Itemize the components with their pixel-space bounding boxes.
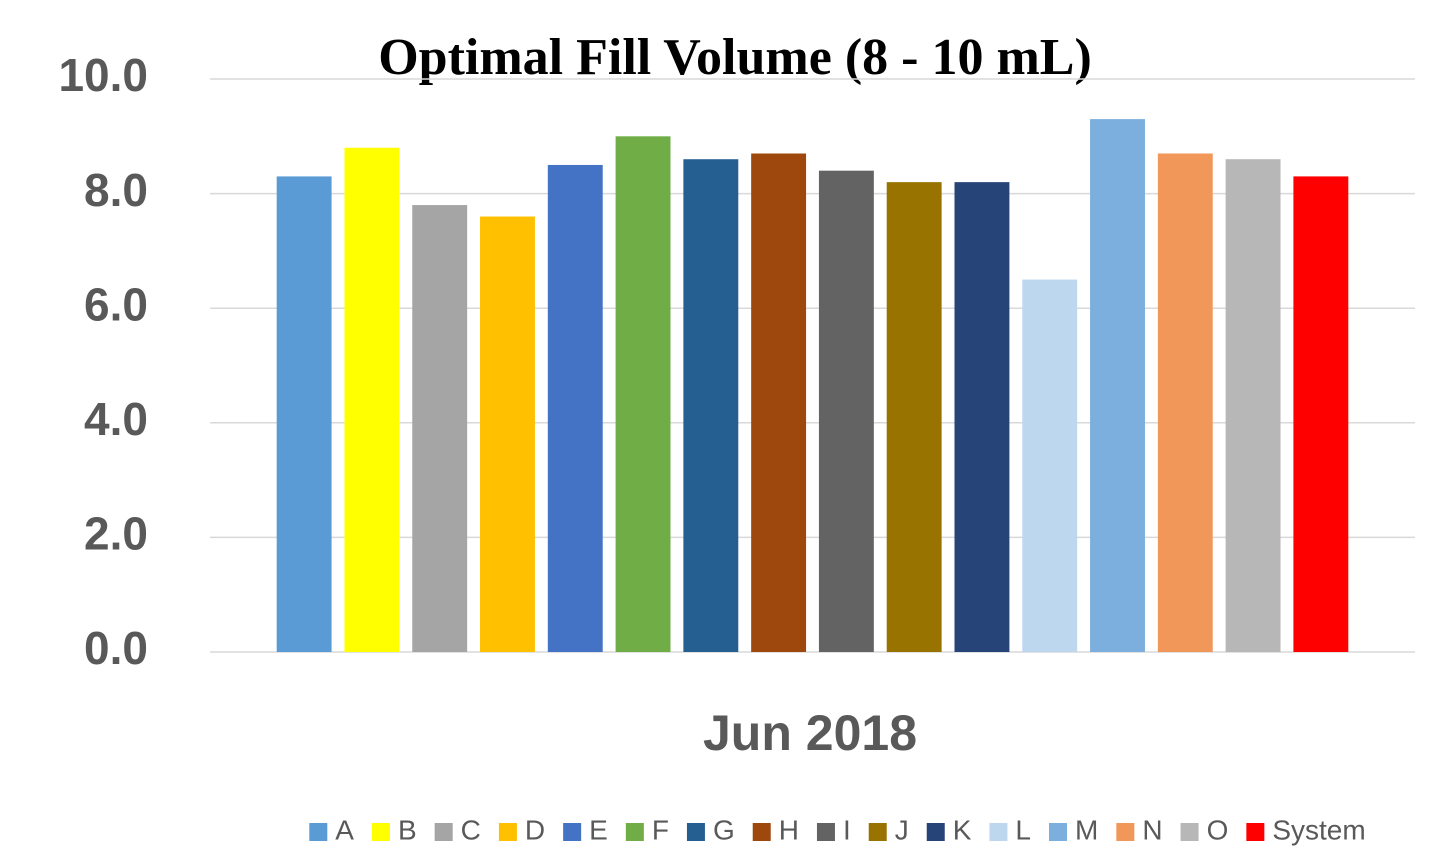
chart-title: Optimal Fill Volume (8 - 10 mL)	[378, 29, 1092, 86]
legend-swatch	[868, 823, 887, 841]
legend-label: H	[779, 814, 799, 845]
bar	[344, 147, 400, 652]
y-tick-label: 6.0	[84, 278, 148, 330]
legend-label: J	[895, 814, 909, 845]
bar	[886, 182, 942, 652]
bar	[615, 136, 671, 653]
legend-label: M	[1075, 814, 1098, 845]
legend-label: B	[398, 814, 417, 845]
legend-swatch	[1180, 823, 1199, 841]
bar	[683, 159, 739, 652]
legend-swatch	[1116, 823, 1135, 841]
bar	[1157, 153, 1213, 653]
bar	[1293, 176, 1349, 652]
legend-label: C	[461, 814, 481, 845]
legend-label: D	[525, 814, 545, 845]
legend-label: K	[953, 814, 972, 845]
bar	[1022, 279, 1078, 652]
legend-label: A	[335, 814, 354, 845]
bar	[1225, 159, 1281, 652]
legend-swatch	[563, 823, 582, 841]
legend-label: O	[1207, 814, 1229, 845]
legend-label: N	[1142, 814, 1162, 845]
legend-swatch	[309, 823, 328, 841]
bar	[412, 205, 468, 652]
bar	[276, 176, 332, 652]
legend-swatch	[926, 823, 945, 841]
bar	[1090, 119, 1145, 653]
legend-swatch	[1246, 823, 1265, 841]
y-tick-label: 8.0	[84, 164, 148, 216]
legend-swatch	[816, 823, 835, 841]
y-tick-label: 10.0	[58, 49, 148, 101]
legend-label: System	[1272, 814, 1365, 845]
legend-label: F	[652, 814, 669, 845]
x-axis-label: Jun 2018	[703, 705, 917, 761]
bar	[480, 216, 535, 652]
legend-swatch	[498, 823, 517, 841]
bar	[818, 170, 874, 652]
y-tick-label: 4.0	[84, 393, 148, 445]
legend-label: L	[1015, 814, 1031, 845]
legend-swatch	[434, 823, 453, 841]
legend-swatch	[989, 823, 1008, 841]
bar	[954, 182, 1010, 652]
y-tick-label: 2.0	[84, 508, 148, 560]
bar	[547, 164, 603, 652]
legend-swatch	[752, 823, 771, 841]
legend-swatch	[686, 823, 705, 841]
y-tick-label: 0.0	[84, 622, 148, 674]
legend-label: E	[589, 814, 608, 845]
legend-label: I	[843, 814, 851, 845]
legend-swatch	[625, 823, 644, 841]
bar	[751, 153, 807, 653]
legend-swatch	[371, 823, 390, 841]
legend-swatch	[1049, 823, 1067, 841]
legend-label: G	[713, 814, 735, 845]
